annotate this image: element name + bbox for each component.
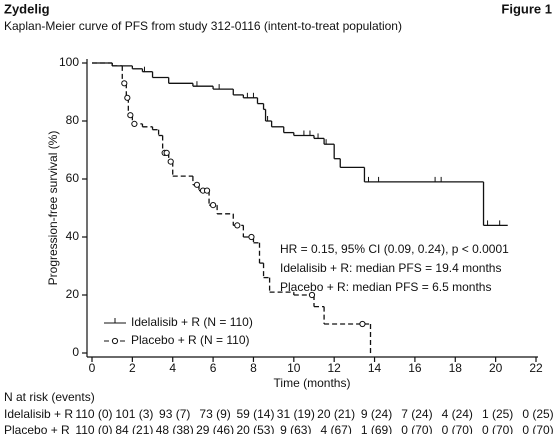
x-tick-label: 18	[449, 361, 463, 375]
censor-mark	[163, 149, 170, 156]
y-tick-label: 0	[72, 345, 79, 359]
censor-mark	[308, 291, 316, 299]
annotation: Placebo + R: median PFS = 6.5 months	[280, 280, 491, 294]
y-tick-label: 80	[66, 113, 80, 127]
risk-row-label: Placebo + R	[4, 423, 70, 434]
censor-mark	[359, 320, 366, 328]
censor-mark	[234, 222, 241, 229]
risk-cell: 0 (70)	[442, 423, 473, 434]
risk-cell: 29 (46)	[196, 423, 234, 434]
risk-cell: 20 (21)	[317, 407, 355, 421]
censor-mark	[124, 94, 131, 101]
risk-cell: 110 (0)	[75, 423, 112, 434]
censor-mark	[127, 112, 134, 119]
censor-mark	[131, 120, 138, 128]
x-tick-label: 22	[529, 361, 543, 375]
y-axis-label: Progression-free survival (%)	[46, 131, 60, 286]
x-axis-label: Time (months)	[274, 376, 351, 390]
x-tick-label: 10	[287, 361, 301, 375]
x-tick-label: 12	[328, 361, 342, 375]
risk-cell: 1 (25)	[482, 407, 513, 421]
risk-cell: 0 (70)	[482, 423, 513, 434]
x-tick-label: 4	[169, 361, 176, 375]
censor-mark	[248, 233, 255, 241]
risk-cell: 4 (24)	[442, 407, 473, 421]
censor-mark	[193, 181, 201, 188]
risk-cell: 48 (38)	[156, 423, 194, 434]
censor-mark	[209, 202, 217, 209]
censor-mark	[167, 158, 174, 165]
x-tick-label: 2	[129, 361, 136, 375]
legend-marker	[111, 337, 119, 345]
annotation: HR = 0.15, 95% CI (0.09, 0.24), p < 0.00…	[280, 242, 509, 256]
risk-cell: 0 (70)	[522, 423, 553, 434]
y-tick-label: 100	[59, 55, 79, 69]
risk-cell: 7 (24)	[401, 407, 432, 421]
risk-cell: 9 (63)	[280, 423, 311, 434]
risk-cell: 1 (69)	[361, 423, 392, 434]
risk-cell: 9 (24)	[361, 407, 392, 421]
y-tick-label: 20	[66, 287, 80, 301]
figure-label: Figure 1	[501, 1, 552, 16]
x-tick-label: 14	[368, 361, 382, 375]
risk-cell: 73 (9)	[199, 407, 230, 421]
risk-row-label: Idelalisib + R	[4, 407, 73, 421]
censor-mark	[203, 187, 211, 194]
risk-cell: 31 (19)	[277, 407, 315, 421]
risk-table-title: N at risk (events)	[4, 390, 95, 404]
risk-cell: 20 (53)	[236, 423, 274, 434]
x-tick-label: 20	[489, 361, 503, 375]
risk-cell: 59 (14)	[236, 407, 274, 421]
legend-label: Idelalisib + R (N = 110)	[131, 315, 253, 329]
brand: Zydelig	[4, 1, 50, 16]
censor-mark	[121, 80, 128, 87]
risk-cell: 110 (0)	[75, 407, 112, 421]
annotation: Idelalisib + R: median PFS = 19.4 months	[280, 261, 501, 275]
x-tick-label: 16	[408, 361, 422, 375]
chart-title: Kaplan-Meier curve of PFS from study 312…	[4, 19, 402, 33]
risk-cell: 4 (67)	[321, 423, 352, 434]
risk-cell: 84 (21)	[115, 423, 153, 434]
risk-cell: 93 (7)	[159, 407, 190, 421]
x-tick-label: 8	[250, 361, 257, 375]
x-tick-label: 6	[210, 361, 217, 375]
risk-cell: 0 (70)	[401, 423, 432, 434]
x-tick-label: 0	[89, 361, 96, 375]
legend-label: Placebo + R (N = 110)	[131, 333, 250, 347]
y-tick-label: 40	[66, 229, 80, 243]
risk-cell: 0 (25)	[522, 407, 553, 421]
y-tick-label: 60	[66, 171, 80, 185]
risk-cell: 101 (3)	[115, 407, 153, 421]
